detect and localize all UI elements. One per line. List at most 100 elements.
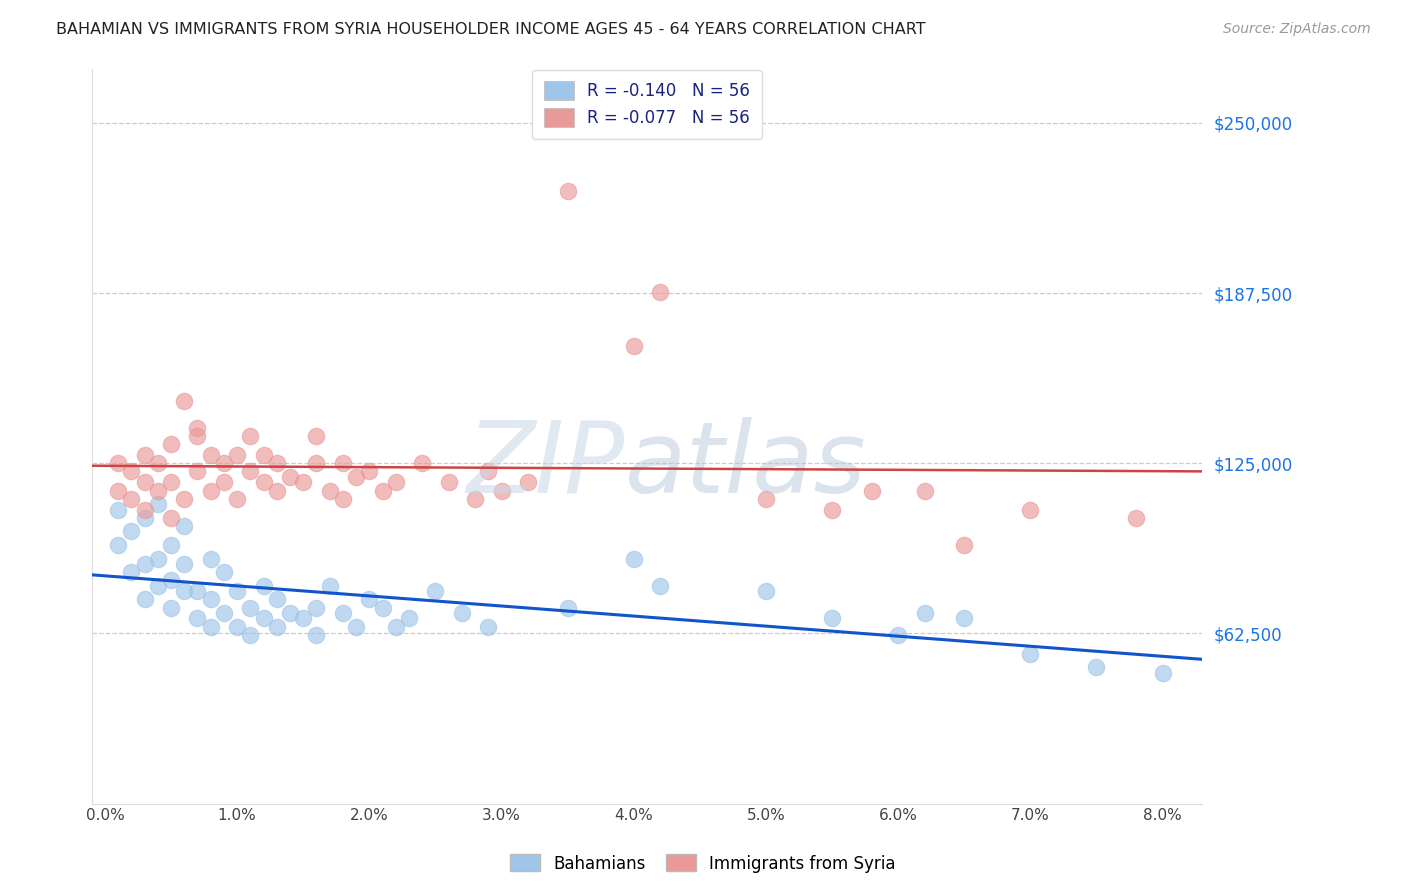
- Point: [200, 620, 222, 634]
- Point: [266, 483, 288, 498]
- Point: [517, 475, 540, 490]
- Point: [266, 620, 288, 634]
- Point: [914, 606, 936, 620]
- Point: [1152, 665, 1174, 680]
- Point: [212, 606, 235, 620]
- Point: [411, 456, 433, 470]
- Point: [173, 557, 195, 571]
- Point: [384, 475, 406, 490]
- Point: [755, 584, 778, 599]
- Point: [953, 538, 976, 552]
- Point: [914, 483, 936, 498]
- Point: [623, 551, 645, 566]
- Point: [292, 611, 315, 625]
- Point: [107, 502, 129, 516]
- Point: [226, 620, 249, 634]
- Point: [266, 456, 288, 470]
- Point: [266, 592, 288, 607]
- Point: [344, 470, 367, 484]
- Point: [451, 606, 474, 620]
- Text: atlas: atlas: [624, 417, 866, 514]
- Point: [173, 519, 195, 533]
- Point: [120, 491, 142, 506]
- Point: [212, 475, 235, 490]
- Point: [318, 483, 340, 498]
- Point: [464, 491, 486, 506]
- Point: [120, 524, 142, 539]
- Text: ZIP: ZIP: [467, 417, 624, 514]
- Point: [332, 456, 354, 470]
- Point: [160, 437, 183, 451]
- Point: [1019, 502, 1042, 516]
- Point: [173, 584, 195, 599]
- Point: [146, 551, 169, 566]
- Point: [1125, 510, 1147, 524]
- Point: [134, 510, 156, 524]
- Point: [384, 620, 406, 634]
- Point: [398, 611, 420, 625]
- Point: [146, 483, 169, 498]
- Point: [477, 465, 499, 479]
- Point: [107, 538, 129, 552]
- Point: [134, 592, 156, 607]
- Point: [278, 470, 301, 484]
- Point: [305, 456, 328, 470]
- Point: [160, 510, 183, 524]
- Point: [305, 628, 328, 642]
- Point: [623, 339, 645, 353]
- Point: [359, 465, 381, 479]
- Point: [650, 579, 672, 593]
- Point: [1019, 647, 1042, 661]
- Point: [953, 611, 976, 625]
- Point: [200, 448, 222, 462]
- Point: [146, 456, 169, 470]
- Point: [318, 579, 340, 593]
- Point: [252, 579, 274, 593]
- Point: [212, 565, 235, 579]
- Point: [186, 611, 208, 625]
- Point: [134, 475, 156, 490]
- Point: [1085, 660, 1108, 674]
- Point: [186, 429, 208, 443]
- Point: [821, 502, 844, 516]
- Point: [212, 456, 235, 470]
- Point: [305, 429, 328, 443]
- Point: [160, 475, 183, 490]
- Point: [160, 574, 183, 588]
- Point: [332, 491, 354, 506]
- Point: [146, 497, 169, 511]
- Point: [557, 184, 579, 198]
- Legend: R = -0.140   N = 56, R = -0.077   N = 56: R = -0.140 N = 56, R = -0.077 N = 56: [533, 70, 762, 139]
- Point: [239, 429, 262, 443]
- Point: [239, 600, 262, 615]
- Point: [173, 491, 195, 506]
- Point: [491, 483, 513, 498]
- Point: [252, 448, 274, 462]
- Point: [186, 465, 208, 479]
- Point: [278, 606, 301, 620]
- Text: Source: ZipAtlas.com: Source: ZipAtlas.com: [1223, 22, 1371, 37]
- Point: [226, 491, 249, 506]
- Point: [186, 584, 208, 599]
- Point: [860, 483, 883, 498]
- Point: [134, 502, 156, 516]
- Point: [146, 579, 169, 593]
- Point: [557, 600, 579, 615]
- Point: [186, 421, 208, 435]
- Point: [821, 611, 844, 625]
- Legend: Bahamians, Immigrants from Syria: Bahamians, Immigrants from Syria: [503, 847, 903, 880]
- Point: [120, 565, 142, 579]
- Point: [200, 592, 222, 607]
- Point: [107, 483, 129, 498]
- Point: [239, 628, 262, 642]
- Point: [371, 600, 394, 615]
- Point: [134, 557, 156, 571]
- Point: [292, 475, 315, 490]
- Point: [332, 606, 354, 620]
- Text: BAHAMIAN VS IMMIGRANTS FROM SYRIA HOUSEHOLDER INCOME AGES 45 - 64 YEARS CORRELAT: BAHAMIAN VS IMMIGRANTS FROM SYRIA HOUSEH…: [56, 22, 927, 37]
- Point: [134, 448, 156, 462]
- Point: [160, 538, 183, 552]
- Point: [344, 620, 367, 634]
- Point: [887, 628, 910, 642]
- Point: [200, 551, 222, 566]
